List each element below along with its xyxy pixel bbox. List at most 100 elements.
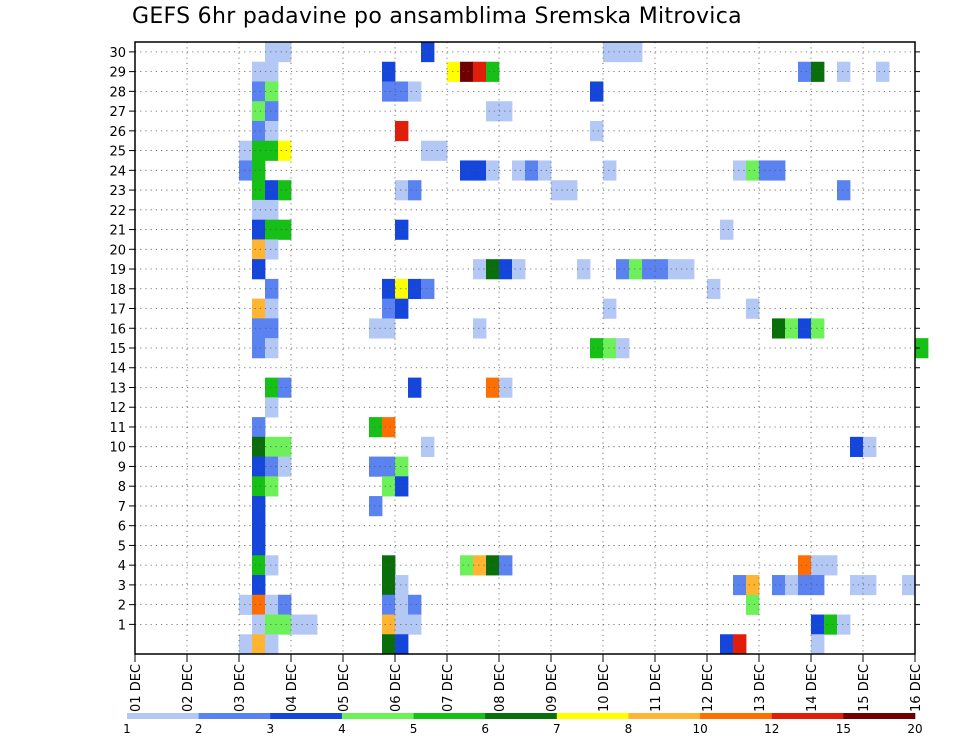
y-tick-label: 6 xyxy=(118,520,126,535)
heatmap-cell xyxy=(733,160,747,181)
x-tick-label: 15 DEC xyxy=(857,664,872,712)
heatmap-cell xyxy=(473,318,487,339)
heatmap-cell xyxy=(265,456,279,477)
legend-label: 10 xyxy=(692,722,707,736)
heatmap-cell xyxy=(382,456,396,477)
y-tick-label: 8 xyxy=(118,480,126,495)
heatmap-cell xyxy=(837,614,851,635)
heatmap-cell xyxy=(252,199,266,221)
heatmap-cell xyxy=(850,575,864,596)
x-tick-label: 02 DEC xyxy=(181,664,196,712)
heatmap-cell xyxy=(265,555,279,576)
heatmap-cell xyxy=(733,634,747,655)
heatmap-cell xyxy=(252,318,266,339)
heatmap-cell xyxy=(382,417,396,438)
color-legend: 1 2 3 4 5 6 7 8 10 12 15 20 xyxy=(123,713,923,736)
heatmap-cell xyxy=(785,318,799,339)
heatmap-cell xyxy=(408,377,422,398)
heatmap-cell xyxy=(265,318,279,339)
legend-swatch xyxy=(485,713,558,719)
heatmap-cell xyxy=(395,180,409,201)
heatmap-cell xyxy=(512,259,526,280)
heatmap-cell xyxy=(811,575,825,596)
heatmap-cell xyxy=(616,259,630,280)
x-tick-label: 04 DEC xyxy=(285,664,300,712)
y-tick-label: 29 xyxy=(109,66,126,81)
heatmap-cell xyxy=(252,575,266,596)
heatmap-cell xyxy=(603,42,617,63)
heatmap-cell xyxy=(603,298,617,319)
heatmap-cell xyxy=(460,61,474,82)
y-tick-label: 18 xyxy=(109,283,126,298)
chart-title: GEFS 6hr padavine po ansamblima Sremska … xyxy=(132,4,742,29)
heatmap-cell xyxy=(382,614,396,635)
heatmap-cell xyxy=(252,120,266,142)
heatmap-cell xyxy=(252,338,266,359)
heatmap-cell xyxy=(265,219,279,240)
heatmap-cell xyxy=(239,160,253,181)
heatmap-cell xyxy=(278,180,292,201)
heatmap-cell xyxy=(512,160,526,181)
heatmap-cell xyxy=(252,535,266,556)
legend-label: 12 xyxy=(764,722,779,736)
heatmap-cell xyxy=(265,338,279,359)
heatmap-cell xyxy=(382,555,396,576)
heatmap-cell xyxy=(252,239,266,260)
heatmap-cell xyxy=(395,575,409,596)
heatmap-cell xyxy=(265,81,279,102)
x-tick-label: 06 DEC xyxy=(389,664,404,712)
heatmap-cell xyxy=(902,575,916,596)
heatmap-cell xyxy=(720,219,734,240)
heatmap-cell xyxy=(252,555,266,576)
heatmap-cell xyxy=(707,278,721,300)
legend-label: 1 xyxy=(123,722,131,736)
heatmap-cell xyxy=(265,436,279,457)
heatmap-cell xyxy=(252,101,266,122)
y-tick-label: 26 xyxy=(109,125,126,140)
heatmap-cell xyxy=(265,614,279,635)
heatmap-cell xyxy=(590,338,604,359)
heatmap-cell xyxy=(265,180,279,201)
x-tick-label: 13 DEC xyxy=(753,664,768,712)
heatmap-cell xyxy=(252,61,266,82)
heatmap-cell xyxy=(252,436,266,457)
heatmap-cell xyxy=(499,259,513,280)
legend-label: 6 xyxy=(481,722,489,736)
heatmap-cell xyxy=(746,594,760,615)
legend-swatch xyxy=(556,713,629,719)
heatmap-cell xyxy=(551,180,565,201)
heatmap-cell xyxy=(265,199,279,221)
x-tick-label: 10 DEC xyxy=(597,664,612,712)
heatmap-cell xyxy=(278,219,292,240)
heatmap-cell xyxy=(408,594,422,615)
y-tick-label: 9 xyxy=(118,460,126,475)
heatmap-cell xyxy=(590,81,604,102)
heatmap-cell xyxy=(590,120,604,142)
y-tick-label: 16 xyxy=(109,322,126,337)
heatmap-cell xyxy=(408,81,422,102)
heatmap-cell xyxy=(655,259,669,280)
heatmap-cell xyxy=(395,594,409,615)
heatmap-cell xyxy=(291,614,305,635)
heatmap-cell xyxy=(265,594,279,615)
legend-label: 4 xyxy=(338,722,346,736)
heatmap-cell xyxy=(486,259,500,280)
x-tick-label: 01 DEC xyxy=(129,664,144,712)
heatmap-cell xyxy=(395,219,409,240)
x-tick-label: 11 DEC xyxy=(649,664,664,712)
heatmap-cell xyxy=(460,160,474,181)
heatmap-cell xyxy=(681,259,695,280)
heatmap-cell xyxy=(824,614,838,635)
heatmap-cell xyxy=(252,259,266,280)
heatmap-cell xyxy=(772,318,786,339)
heatmap-cell xyxy=(265,278,279,300)
heatmap-cell xyxy=(811,61,825,82)
heatmap-cell xyxy=(369,318,383,339)
heatmap-cell xyxy=(486,160,500,181)
y-tick-label: 17 xyxy=(109,303,126,318)
heatmap-cell xyxy=(863,575,877,596)
x-tick-label: 05 DEC xyxy=(337,664,352,712)
heatmap-cell xyxy=(408,278,422,300)
heatmap-cell xyxy=(785,575,799,596)
x-tick-label: 12 DEC xyxy=(701,664,716,712)
